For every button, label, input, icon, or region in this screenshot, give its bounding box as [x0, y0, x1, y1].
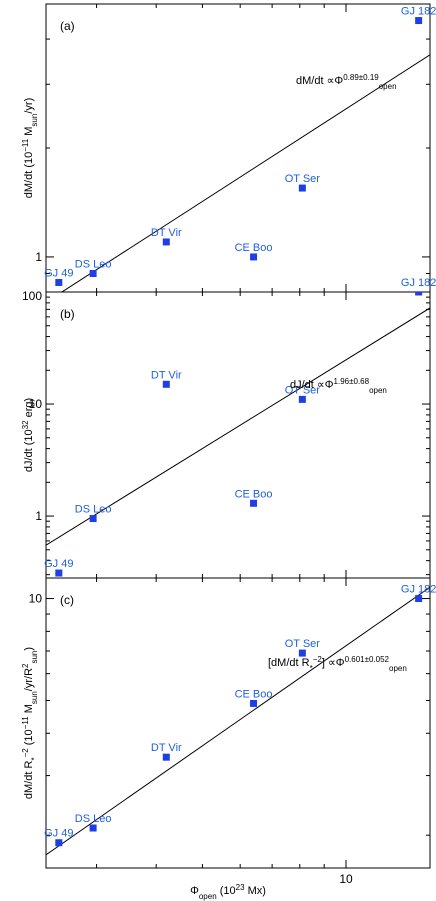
- y-tick-label: 1: [35, 250, 42, 264]
- point-label: DT Vir: [151, 369, 182, 381]
- point-label: GJ 182: [401, 584, 436, 596]
- data-point: [55, 278, 63, 286]
- point-label: GJ 182: [401, 6, 436, 18]
- point-label: OT Ser: [285, 638, 321, 650]
- data-point: [298, 395, 306, 403]
- y-tick-label: 1: [35, 509, 42, 523]
- data-point: [250, 253, 258, 261]
- data-point: [250, 499, 258, 507]
- label-part: sun: [30, 691, 39, 704]
- data-point: [162, 753, 170, 761]
- data-point: [162, 238, 170, 246]
- label-part: sun: [30, 114, 39, 127]
- fit-line: [46, 586, 430, 856]
- data-point: [415, 595, 423, 603]
- point-label: DT Vir: [151, 742, 182, 754]
- point-label: DS Leo: [75, 258, 112, 270]
- point-label: CE Boo: [235, 688, 273, 700]
- label-part: dM/dt (10: [23, 152, 35, 198]
- x-axis-label: Φopen (1023 Mx): [190, 883, 266, 901]
- label-part: dM/dt R: [23, 760, 35, 799]
- label-part: open: [389, 664, 407, 673]
- label-part: 0.89±0.19: [343, 73, 379, 82]
- label-part: open: [199, 892, 217, 901]
- y-axis-label: dM/dt R*−2 (10−11 Msun/yr/R2sun): [21, 647, 39, 799]
- point-label: GJ 49: [44, 267, 73, 279]
- y-tick-label: 100: [22, 289, 42, 303]
- label-part: Φ: [190, 885, 199, 897]
- data-point: [55, 839, 63, 847]
- fit-annotation: [dM/dt R*−2] ∝Φ0.601±0.052open: [268, 655, 407, 673]
- point-label: CE Boo: [235, 488, 273, 500]
- data-point: [162, 380, 170, 388]
- x-tick-label: 10: [339, 872, 353, 886]
- data-point: [89, 515, 97, 523]
- label-part: M: [23, 704, 35, 716]
- label-part: dM/dt ∝Φ: [296, 75, 343, 87]
- label-part: sun: [30, 651, 39, 664]
- point-label: GJ 49: [44, 558, 73, 570]
- label-part: /yr): [23, 98, 35, 114]
- label-part: 1.96±0.68: [334, 377, 370, 386]
- fit-annotation: dM/dt ∝Φ0.89±0.19open: [296, 73, 397, 91]
- point-label: DT Vir: [151, 227, 182, 239]
- label-part: ] ∝Φ: [322, 657, 345, 669]
- point-label: OT Ser: [285, 384, 321, 396]
- y-axis-label: dM/dt (10−11 Msun/yr): [21, 98, 39, 198]
- point-label: GJ 49: [44, 828, 73, 840]
- label-part: 23: [236, 883, 245, 892]
- label-part: −11: [21, 716, 30, 730]
- y-tick-label: 10: [29, 592, 43, 606]
- label-part: −2: [313, 655, 323, 664]
- panel-label: (a): [60, 19, 75, 33]
- label-part: open: [379, 82, 397, 91]
- label-part: −2: [21, 748, 30, 758]
- label-part: ): [23, 647, 35, 651]
- label-part: *: [310, 664, 313, 673]
- label-part: −11: [21, 138, 30, 152]
- data-point: [250, 699, 258, 707]
- label-part: (10: [23, 729, 35, 748]
- label-part: M: [23, 127, 35, 139]
- data-point: [298, 184, 306, 192]
- y-axis-label: dJ/dt (1032 erg): [21, 398, 36, 472]
- data-point: [89, 269, 97, 277]
- data-point: [89, 824, 97, 832]
- point-label: DS Leo: [75, 813, 112, 825]
- label-part: [dM/dt R: [268, 657, 310, 669]
- point-label: CE Boo: [235, 242, 273, 254]
- point-label: DS Leo: [75, 504, 112, 516]
- plot-frame: [45, 291, 431, 579]
- panel-label: (b): [60, 307, 75, 321]
- point-label: OT Ser: [285, 173, 321, 185]
- plot-frame: [45, 577, 431, 869]
- label-part: dJ/dt (10: [23, 429, 35, 472]
- label-part: 2: [21, 663, 30, 668]
- y-tick-label: 10: [29, 397, 43, 411]
- data-point: [55, 569, 63, 577]
- label-part: Mx): [245, 885, 266, 897]
- label-part: dJ/dt ∝Φ: [290, 379, 334, 391]
- fit-annotation: dJ/dt ∝Φ1.96±0.68open: [290, 377, 387, 395]
- data-point: [298, 649, 306, 657]
- point-label: GJ 182: [401, 277, 436, 289]
- label-part: erg): [23, 398, 35, 421]
- fit-line: [60, 54, 430, 292]
- label-part: 0.601±0.052: [345, 655, 390, 664]
- panel-label: (c): [60, 593, 74, 607]
- data-point: [415, 292, 423, 296]
- label-part: *: [30, 757, 39, 760]
- label-part: 32: [21, 420, 30, 429]
- data-point: [415, 17, 423, 25]
- panel-b: 1 10 100 GJ 182 DT Vir OT Ser CE Boo DS Leo GJ 4…: [21, 277, 436, 579]
- label-part: /yr/R: [23, 668, 35, 691]
- label-part: (10: [217, 885, 236, 897]
- fit-line: [46, 307, 430, 546]
- label-part: open: [369, 386, 387, 395]
